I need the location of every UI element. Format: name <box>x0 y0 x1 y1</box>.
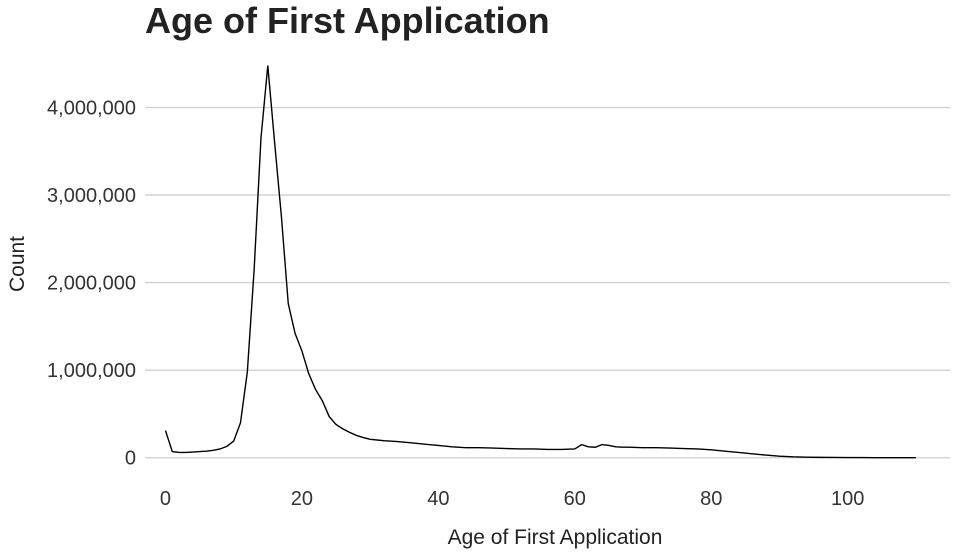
x-tick-label: 20 <box>291 488 313 510</box>
y-tick-label: 4,000,000 <box>47 98 136 120</box>
x-axis-label: Age of First Application <box>448 526 663 549</box>
y-tick-label: 1,000,000 <box>47 360 136 382</box>
x-tick-label: 0 <box>160 488 171 510</box>
y-tick-label: 3,000,000 <box>47 185 136 207</box>
y-axis-ticks: 0 1,000,000 2,000,000 3,000,000 4,000,000 <box>47 98 136 470</box>
gridlines <box>145 106 950 459</box>
y-tick-label: 2,000,000 <box>47 273 136 295</box>
y-axis-label: Count <box>6 236 29 292</box>
x-tick-label: 80 <box>700 488 722 510</box>
chart-title: Age of First Application <box>145 0 550 41</box>
series-line <box>164 65 916 459</box>
series-layer <box>164 65 916 459</box>
x-tick-label: 100 <box>831 488 864 510</box>
x-axis-ticks: 0 20 40 60 80 100 <box>160 488 864 510</box>
x-tick-label: 40 <box>427 488 449 510</box>
x-tick-label: 60 <box>564 488 586 510</box>
y-tick-label: 0 <box>125 448 136 470</box>
